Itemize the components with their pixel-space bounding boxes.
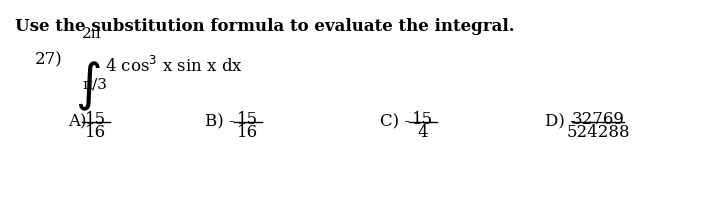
Text: 16: 16 [85,124,107,141]
Text: 27): 27) [35,51,63,68]
Text: C) -: C) - [380,113,410,130]
Text: B) -: B) - [205,113,235,130]
Text: 524288: 524288 [566,124,630,141]
Text: 32769: 32769 [571,111,624,128]
Text: A): A) [68,113,87,130]
Text: D) -: D) - [545,113,576,130]
Text: π/3: π/3 [82,78,107,92]
Text: 16: 16 [237,124,259,141]
Text: 15: 15 [237,111,259,128]
Text: $\int$: $\int$ [75,60,101,114]
Text: 4: 4 [418,124,428,141]
Text: 15: 15 [85,111,107,128]
Text: 15: 15 [413,111,433,128]
Text: 2π: 2π [82,27,102,41]
Text: Use the substitution formula to evaluate the integral.: Use the substitution formula to evaluate… [15,18,515,35]
Text: 4 cos$^3$ x sin x dx: 4 cos$^3$ x sin x dx [105,56,243,76]
